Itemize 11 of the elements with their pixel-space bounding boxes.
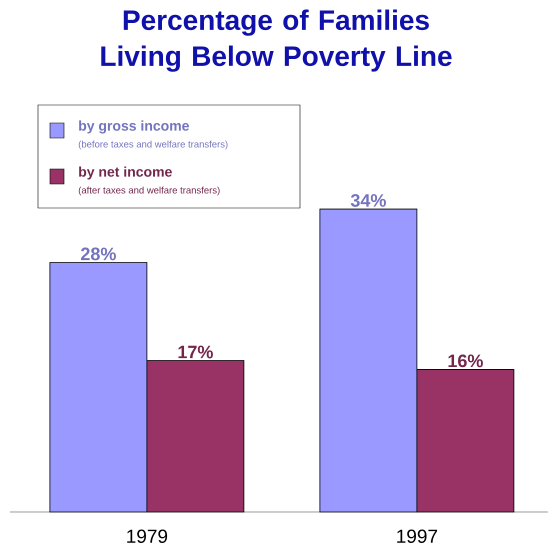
legend-label: by net income bbox=[79, 166, 172, 180]
data-label: 34% bbox=[350, 194, 386, 207]
legend-label: by gross income bbox=[79, 120, 189, 134]
x-tick-label: 1997 bbox=[397, 530, 438, 543]
data-label: 16% bbox=[448, 354, 483, 368]
text: (before taxes and welfare transfers) bbox=[78, 140, 228, 150]
data-label: 17% bbox=[178, 346, 213, 358]
chart-title: Percentage of Families Living Below Poverty Line bbox=[101, 10, 452, 72]
x-tick-label: 1979 bbox=[127, 530, 168, 543]
text: (after taxes and welfare transfers) bbox=[78, 186, 220, 196]
data-label: 28% bbox=[80, 248, 116, 260]
